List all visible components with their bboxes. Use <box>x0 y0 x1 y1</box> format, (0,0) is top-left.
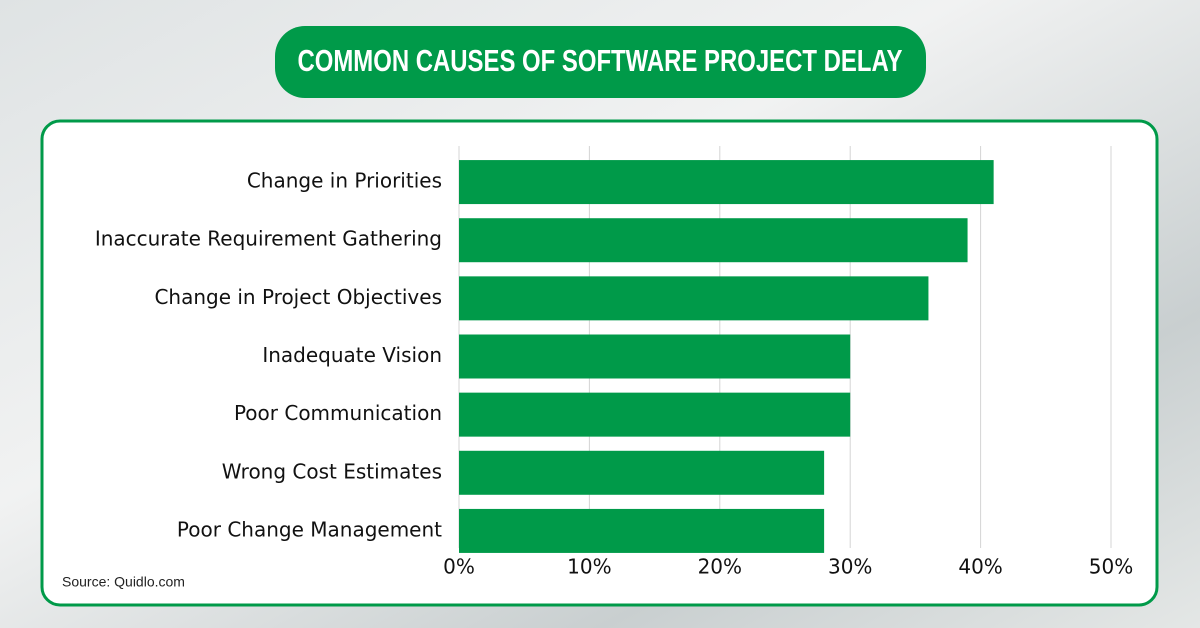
y-tick-label: Change in Priorities <box>247 169 442 193</box>
bar <box>459 160 994 205</box>
bar <box>459 218 968 263</box>
bar <box>459 450 825 495</box>
y-tick-label: Wrong Cost Estimates <box>222 459 442 483</box>
x-tick-label: 0% <box>443 555 475 579</box>
source-note: Source: Quidlo.com <box>62 574 185 590</box>
y-tick-label: Inaccurate Requirement Gathering <box>95 227 442 251</box>
plot-area: 0% 10% 20% 30% 40% 50% Change in Priorities Ina… <box>95 146 1133 579</box>
x-tick-label: 50% <box>1089 555 1133 579</box>
y-tick-label: Poor Communication <box>234 401 442 425</box>
y-tick-label: Inadequate Vision <box>262 343 442 367</box>
bar <box>459 334 851 379</box>
bar <box>459 508 825 553</box>
bar <box>459 392 851 437</box>
bar <box>459 276 929 321</box>
title-pill <box>275 26 926 98</box>
x-tick-label: 20% <box>698 555 742 579</box>
y-tick-label: Poor Change Management <box>177 517 442 541</box>
chart-title: COMMON CAUSES OF SOFTWARE PROJECT DELAY <box>298 43 903 78</box>
x-tick-label: 30% <box>828 555 872 579</box>
x-tick-label: 40% <box>958 555 1002 579</box>
y-tick-label: Change in Project Objectives <box>154 285 442 309</box>
x-tick-label: 10% <box>567 555 611 579</box>
